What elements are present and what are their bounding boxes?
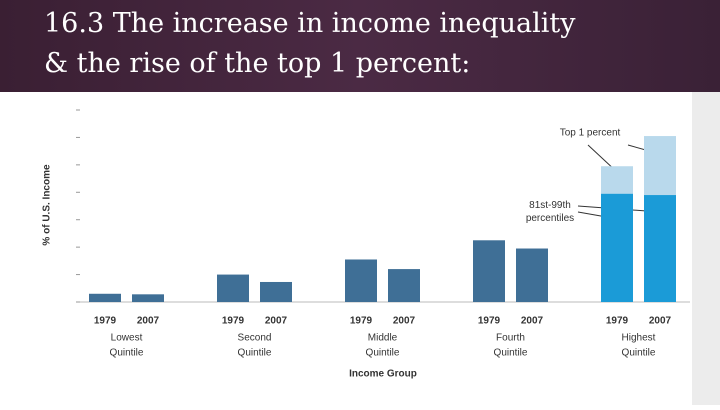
bar [345,259,377,302]
bar [473,240,505,302]
x-tick-label: 2007 [649,316,672,327]
bar [601,166,633,194]
bar [217,274,249,302]
x-axis-label: Income Group [349,369,417,380]
group-label: Middle [368,333,398,344]
bar [516,248,548,302]
group-label: Fourth [496,333,525,344]
y-axis-label: % of U.S. Income [42,164,53,246]
x-tick-label: 2007 [137,316,160,327]
x-tick-label: 2007 [393,316,416,327]
group-label: Quintile [110,348,144,359]
group-label: Quintile [494,348,528,359]
group-label: Quintile [366,348,400,359]
bar [132,294,164,302]
annotation: 81st-99th percentiles [526,200,574,224]
group-label: Quintile [622,348,656,359]
group-label: Quintile [238,348,272,359]
side-strip [692,92,720,405]
annotation: Top 1 percent [560,128,621,139]
x-tick-label: 1979 [606,316,629,327]
x-tick-label: 1979 [94,316,117,327]
x-tick-label: 2007 [521,316,544,327]
group-label: Second [238,333,272,344]
bar [388,269,420,302]
slide-title: 16.3 The increase in income inequality & … [44,8,576,79]
title-banner [0,0,720,92]
x-tick-label: 1979 [222,316,245,327]
x-tick-label: 2007 [265,316,288,327]
bar [601,193,633,302]
bar [89,293,121,302]
bar [644,195,676,302]
x-tick-label: 1979 [478,316,501,327]
x-tick-label: 1979 [350,316,373,327]
group-label: Lowest [111,333,143,344]
group-label: Highest [622,333,656,344]
bar [260,281,292,302]
bar [644,136,676,196]
